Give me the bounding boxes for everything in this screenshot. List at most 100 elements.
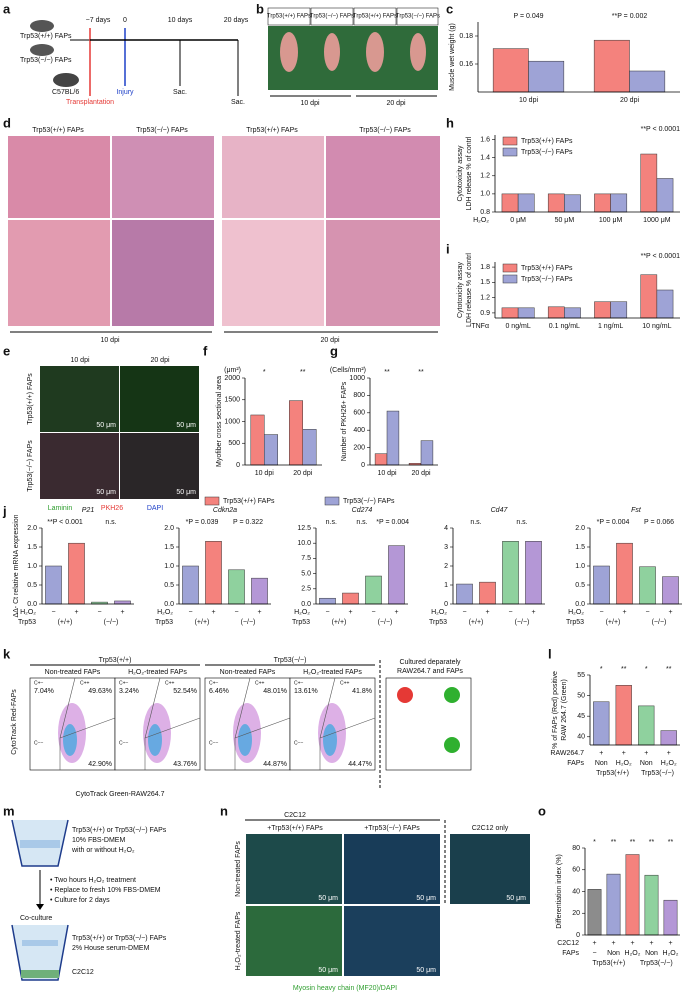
panel-label: f — [203, 343, 208, 358]
x-tick-label: 20 dpi — [620, 97, 640, 104]
annotation: ** — [418, 369, 424, 376]
chart-title: Cd274 — [352, 507, 373, 514]
y-tick-label: 1.2 — [480, 173, 490, 180]
he-image — [8, 136, 110, 218]
group-label: 10 dpi — [300, 100, 320, 107]
row-cell: (−/−) — [652, 619, 667, 626]
row-cell: − — [97, 609, 101, 616]
fap-layer — [20, 840, 60, 848]
chart-title: Fst — [631, 507, 642, 514]
flow-cytometry: CytoTrack Red-FAPs CytoTrack Green-RAW26… — [11, 657, 472, 798]
fluor-image — [40, 366, 119, 432]
row-cell: + — [611, 940, 615, 947]
y-tick-label: 0 — [444, 601, 448, 608]
y-tick-label: 1.8 — [480, 264, 490, 271]
scheme-text: 10% FBS-DMEM — [72, 837, 125, 844]
scheme-text: Trp53(+/+) or Trp53(−/−) FAPs — [72, 827, 167, 834]
row-label: FAPs — [567, 760, 584, 767]
panel-label: c — [446, 1, 453, 16]
panel-label: j — [2, 503, 7, 518]
annotation: *P = 0.039 — [186, 519, 219, 526]
annotation: ** — [630, 839, 636, 846]
bar — [638, 705, 655, 746]
plot-title: Non-treated FAPs — [220, 669, 276, 676]
bar — [525, 541, 542, 605]
time-label: 10 days — [168, 17, 193, 24]
y-tick-label: 0.0 — [301, 601, 311, 608]
gate — [234, 677, 251, 739]
plot-title: H₂O₂-treated FAPs — [303, 669, 362, 676]
x-tick-label: 100 μM — [599, 217, 623, 224]
legend-label: Trp53(−/−) FAPs — [521, 149, 573, 156]
annotation: *P = 0.004 — [376, 519, 409, 526]
gate-label: C+− — [209, 680, 219, 686]
annotation: ** — [611, 839, 617, 846]
legend-swatch — [502, 274, 518, 284]
row-cell: Non — [607, 950, 620, 957]
y-label: RAW 264.7 (Green) — [561, 679, 568, 741]
fluorescence: 10 dpi 20 dpi Trp53(+/+) FAPs Trp53(−/−)… — [27, 357, 199, 512]
bar — [547, 193, 565, 213]
gate-label: C++ — [165, 680, 175, 686]
header-box — [396, 7, 439, 26]
mouse-icon — [30, 20, 54, 32]
column-label: +Trp53(+/+) FAPs — [267, 825, 323, 832]
panel-label: d — [3, 115, 11, 130]
bar — [594, 193, 611, 213]
group-label: 10 dpi — [100, 337, 120, 344]
group-label: Trp53(+/+) FAPs — [20, 33, 72, 40]
legend-label: Trp53(+/+) FAPs — [521, 138, 573, 145]
event-label: Transplantation — [66, 99, 114, 106]
he-image — [222, 220, 324, 326]
x-tick-label: 10 ng/mL — [642, 323, 671, 330]
bar — [68, 542, 85, 605]
bar — [205, 541, 222, 605]
panel-label: i — [446, 241, 450, 256]
panel-label: e — [3, 343, 10, 358]
bar — [420, 440, 434, 466]
y-label: Muscle wet weight (g) — [449, 23, 456, 91]
header-box — [310, 7, 354, 26]
gate-label: C−− — [294, 740, 304, 746]
bar — [663, 899, 678, 936]
header: Trp53(−/−) FAPs — [396, 14, 440, 20]
annotation: P = 0.322 — [233, 519, 263, 526]
row-label: C2C12 — [557, 940, 579, 947]
y-tick-label: 1.5 — [27, 544, 37, 551]
quadrant-value: 52.54% — [173, 688, 197, 695]
bar — [517, 193, 535, 213]
row-cell: H₂O₂ — [663, 950, 679, 957]
c2c12-layer — [21, 970, 59, 978]
bar — [388, 545, 405, 605]
gate-label: C++ — [340, 680, 350, 686]
y-tick-label: 0.8 — [480, 209, 490, 216]
time-label: 0 — [123, 17, 127, 24]
column-label: 20 dpi — [150, 357, 170, 364]
bar — [114, 600, 131, 605]
row-cell: + — [485, 609, 489, 616]
quadrant-value: 42.90% — [88, 761, 112, 768]
legend-label: Trp53(−/−) FAPs — [521, 276, 573, 283]
y-tick-label: 0.16 — [459, 61, 473, 68]
y-tick-label: 50 — [577, 692, 585, 699]
bar — [610, 301, 628, 319]
bar — [644, 874, 659, 936]
bar — [662, 576, 679, 605]
row-cell: (+/+) — [58, 619, 73, 626]
gate — [319, 717, 376, 739]
scheme-text: Trp53(+/+) or Trp53(−/−) FAPs — [72, 935, 167, 942]
header: Trp53(+/+) FAPs — [246, 127, 298, 134]
cell-cloud — [148, 724, 162, 756]
panel-label: k — [3, 646, 11, 661]
scheme-text: with or without H₂O₂ — [71, 847, 135, 854]
scheme-text: 2% House serum-DMEM — [72, 945, 150, 952]
row-label: Trp53(−/−) FAPs — [27, 440, 34, 492]
scale-bar-label: 50 μm — [318, 895, 338, 902]
row-cell: (−/−) — [104, 619, 119, 626]
cell-icon — [444, 687, 460, 703]
panel-label: a — [3, 1, 11, 16]
y-tick-label: 0.5 — [164, 582, 174, 589]
gate-label: C−− — [209, 740, 219, 746]
bar — [640, 274, 658, 319]
quadrant-value: 13.61% — [294, 688, 318, 695]
